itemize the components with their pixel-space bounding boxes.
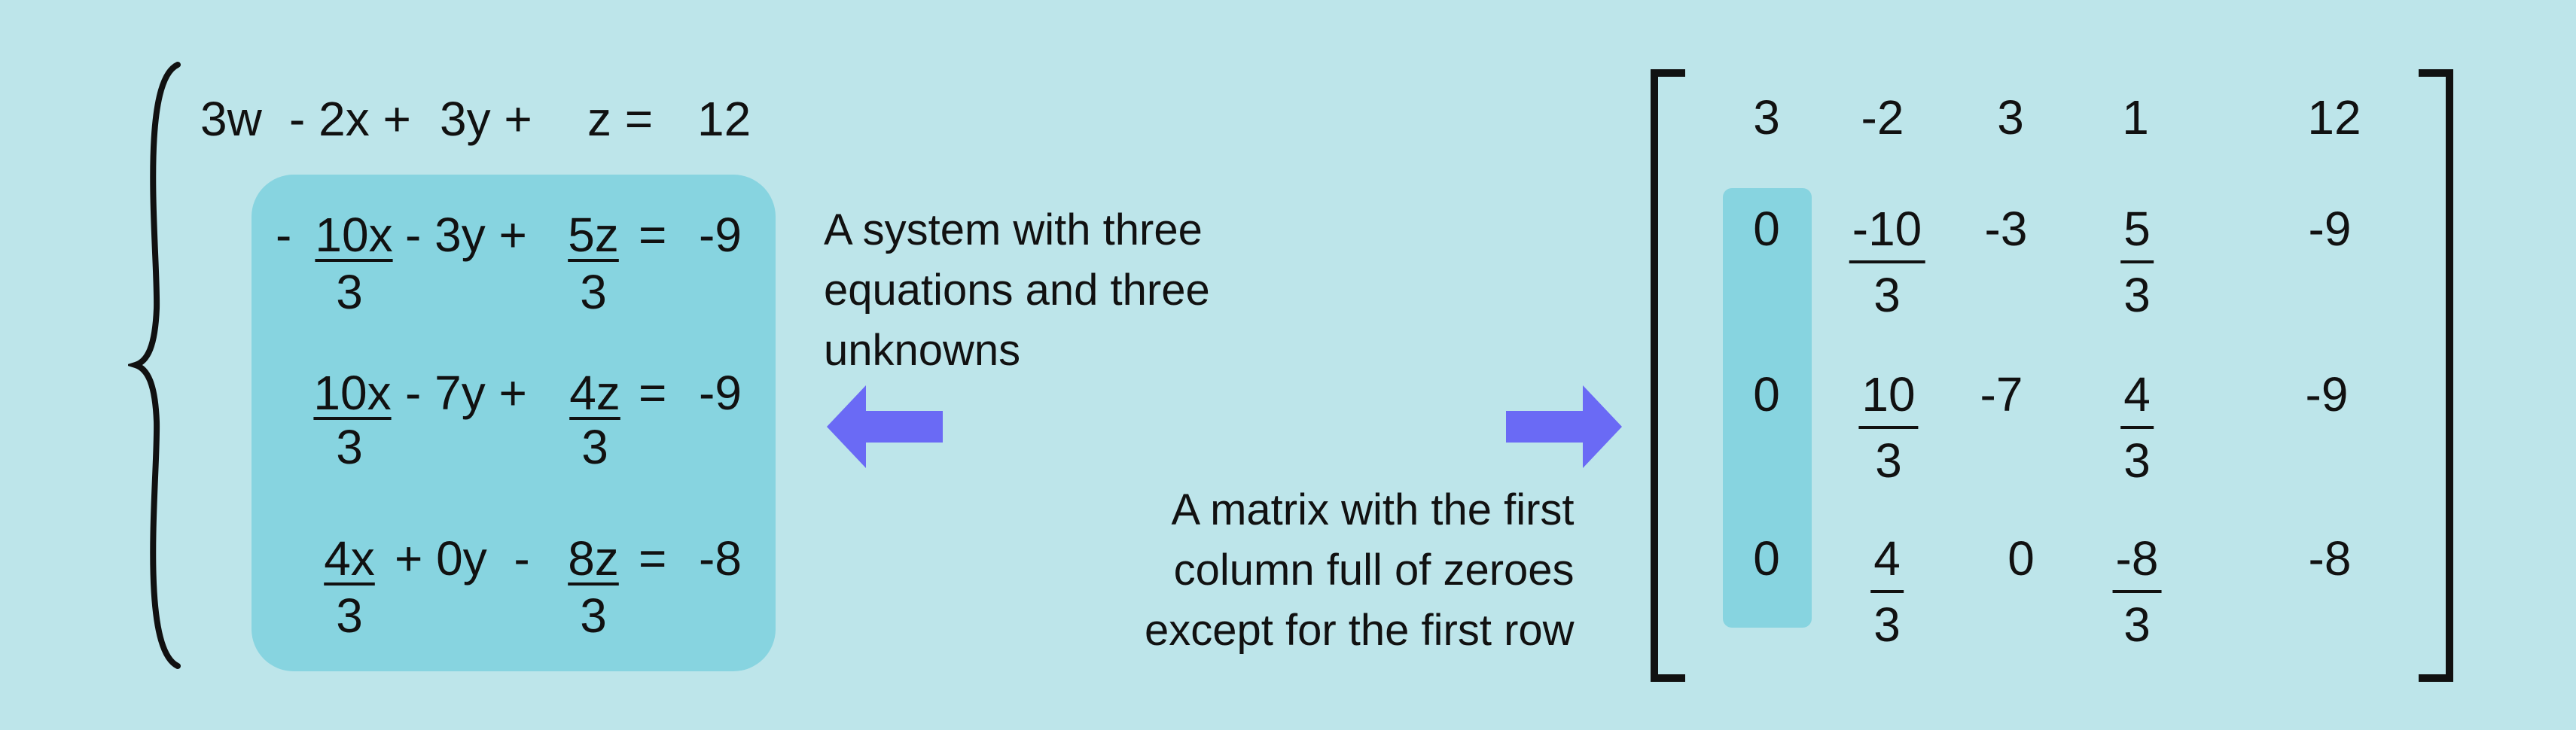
matrix-cell: -9 xyxy=(2308,202,2352,256)
fraction-numerator: -8 xyxy=(2112,534,2162,593)
left-bracket xyxy=(1651,69,1685,682)
fraction-numerator: 4 xyxy=(1870,534,1904,593)
fraction-denominator: 3 xyxy=(580,265,607,319)
arrow-left-icon xyxy=(827,385,943,468)
arrow-right-icon xyxy=(1506,385,1622,468)
rhs-minus-8: -8 xyxy=(699,531,742,586)
fraction-numerator-4x: 4x xyxy=(324,531,375,586)
matrix-cell: 1 xyxy=(2122,90,2149,144)
term-plus-0y-minus: + 0y - xyxy=(395,531,530,586)
fraction-denominator: 3 xyxy=(580,589,607,643)
fraction-numerator: 10 xyxy=(1858,370,1919,429)
highlight-first-column xyxy=(1723,188,1812,628)
caption-line: unknowns xyxy=(824,326,1021,375)
matrix-cell: 3 xyxy=(1753,90,1780,144)
matrix-cell: 0 xyxy=(1753,531,1780,586)
matrix-fraction: 5 3 xyxy=(2120,205,2154,319)
matrix-cell: 3 xyxy=(1997,90,2024,144)
term-3y-plus: 3y + xyxy=(440,92,532,146)
fraction-denominator: 3 xyxy=(336,589,363,643)
matrix-fraction: 4 3 xyxy=(1870,534,1904,649)
term-z-equals: z = xyxy=(587,92,654,146)
caption-line: column full of zeroes xyxy=(1173,546,1575,595)
matrix-fraction: 10 3 xyxy=(1858,370,1919,488)
rhs-minus-9: -9 xyxy=(699,366,742,420)
fraction-numerator: 4 xyxy=(2120,370,2154,429)
highlight-box-equations xyxy=(252,175,776,671)
matrix-fraction: -10 3 xyxy=(1849,205,1925,319)
fraction-denominator: 3 xyxy=(336,420,363,474)
fraction-denominator: 3 xyxy=(2123,433,2151,488)
matrix-cell: 0 xyxy=(1753,202,1780,256)
fraction-denominator: 3 xyxy=(2123,268,2151,322)
caption-line: A system with three xyxy=(824,205,1203,254)
term-minus-7y-plus: - 7y + xyxy=(405,366,527,420)
right-bracket xyxy=(2419,69,2453,682)
term-3w: 3w xyxy=(200,92,262,146)
fraction-numerator-4z: 4z xyxy=(569,366,620,420)
matrix-cell: 0 xyxy=(1753,367,1780,421)
matrix-cell: 0 xyxy=(2007,531,2035,586)
fraction-denominator: 3 xyxy=(1873,598,1901,652)
equals-sign: = xyxy=(639,208,667,262)
caption-line: except for the first row xyxy=(1145,606,1575,655)
caption-line: equations and three xyxy=(824,266,1210,315)
fraction-numerator: 5 xyxy=(2120,205,2154,263)
matrix-cell: 12 xyxy=(2307,90,2361,144)
caption-matrix: A matrix with the first column full of z… xyxy=(1145,480,1575,661)
caption-system: A system with three equations and three … xyxy=(824,200,1210,381)
equals-sign: = xyxy=(639,366,667,420)
fraction-numerator-5z: 5z xyxy=(568,208,619,262)
left-curly-brace xyxy=(128,62,181,669)
term-minus-3y-plus: - 3y + xyxy=(405,208,527,262)
fraction-numerator: -10 xyxy=(1849,205,1925,263)
fraction-numerator-8z: 8z xyxy=(568,531,619,586)
matrix-cell: -7 xyxy=(1980,367,2023,421)
matrix-cell: -8 xyxy=(2308,531,2352,586)
fraction-denominator: 3 xyxy=(1875,433,1902,488)
matrix-cell: -3 xyxy=(1984,202,2028,256)
matrix-cell: -2 xyxy=(1861,90,1904,144)
term-minus-2x-plus: - 2x + xyxy=(289,92,411,146)
matrix-fraction: 4 3 xyxy=(2120,370,2154,485)
fraction-numerator-10x: 10x xyxy=(315,208,393,262)
fraction-numerator-10x: 10x xyxy=(313,366,392,420)
leading-minus: - xyxy=(276,208,292,262)
fraction-denominator: 3 xyxy=(2123,598,2151,652)
rhs-minus-9: -9 xyxy=(699,208,742,262)
matrix-cell: -9 xyxy=(2305,367,2349,421)
fraction-denominator: 3 xyxy=(581,420,608,474)
fraction-denominator: 3 xyxy=(336,265,363,319)
rhs-12: 12 xyxy=(697,92,751,146)
fraction-denominator: 3 xyxy=(1873,268,1901,322)
matrix-fraction: -8 3 xyxy=(2112,534,2162,652)
equals-sign: = xyxy=(639,531,667,586)
caption-line: A matrix with the first xyxy=(1171,485,1575,534)
